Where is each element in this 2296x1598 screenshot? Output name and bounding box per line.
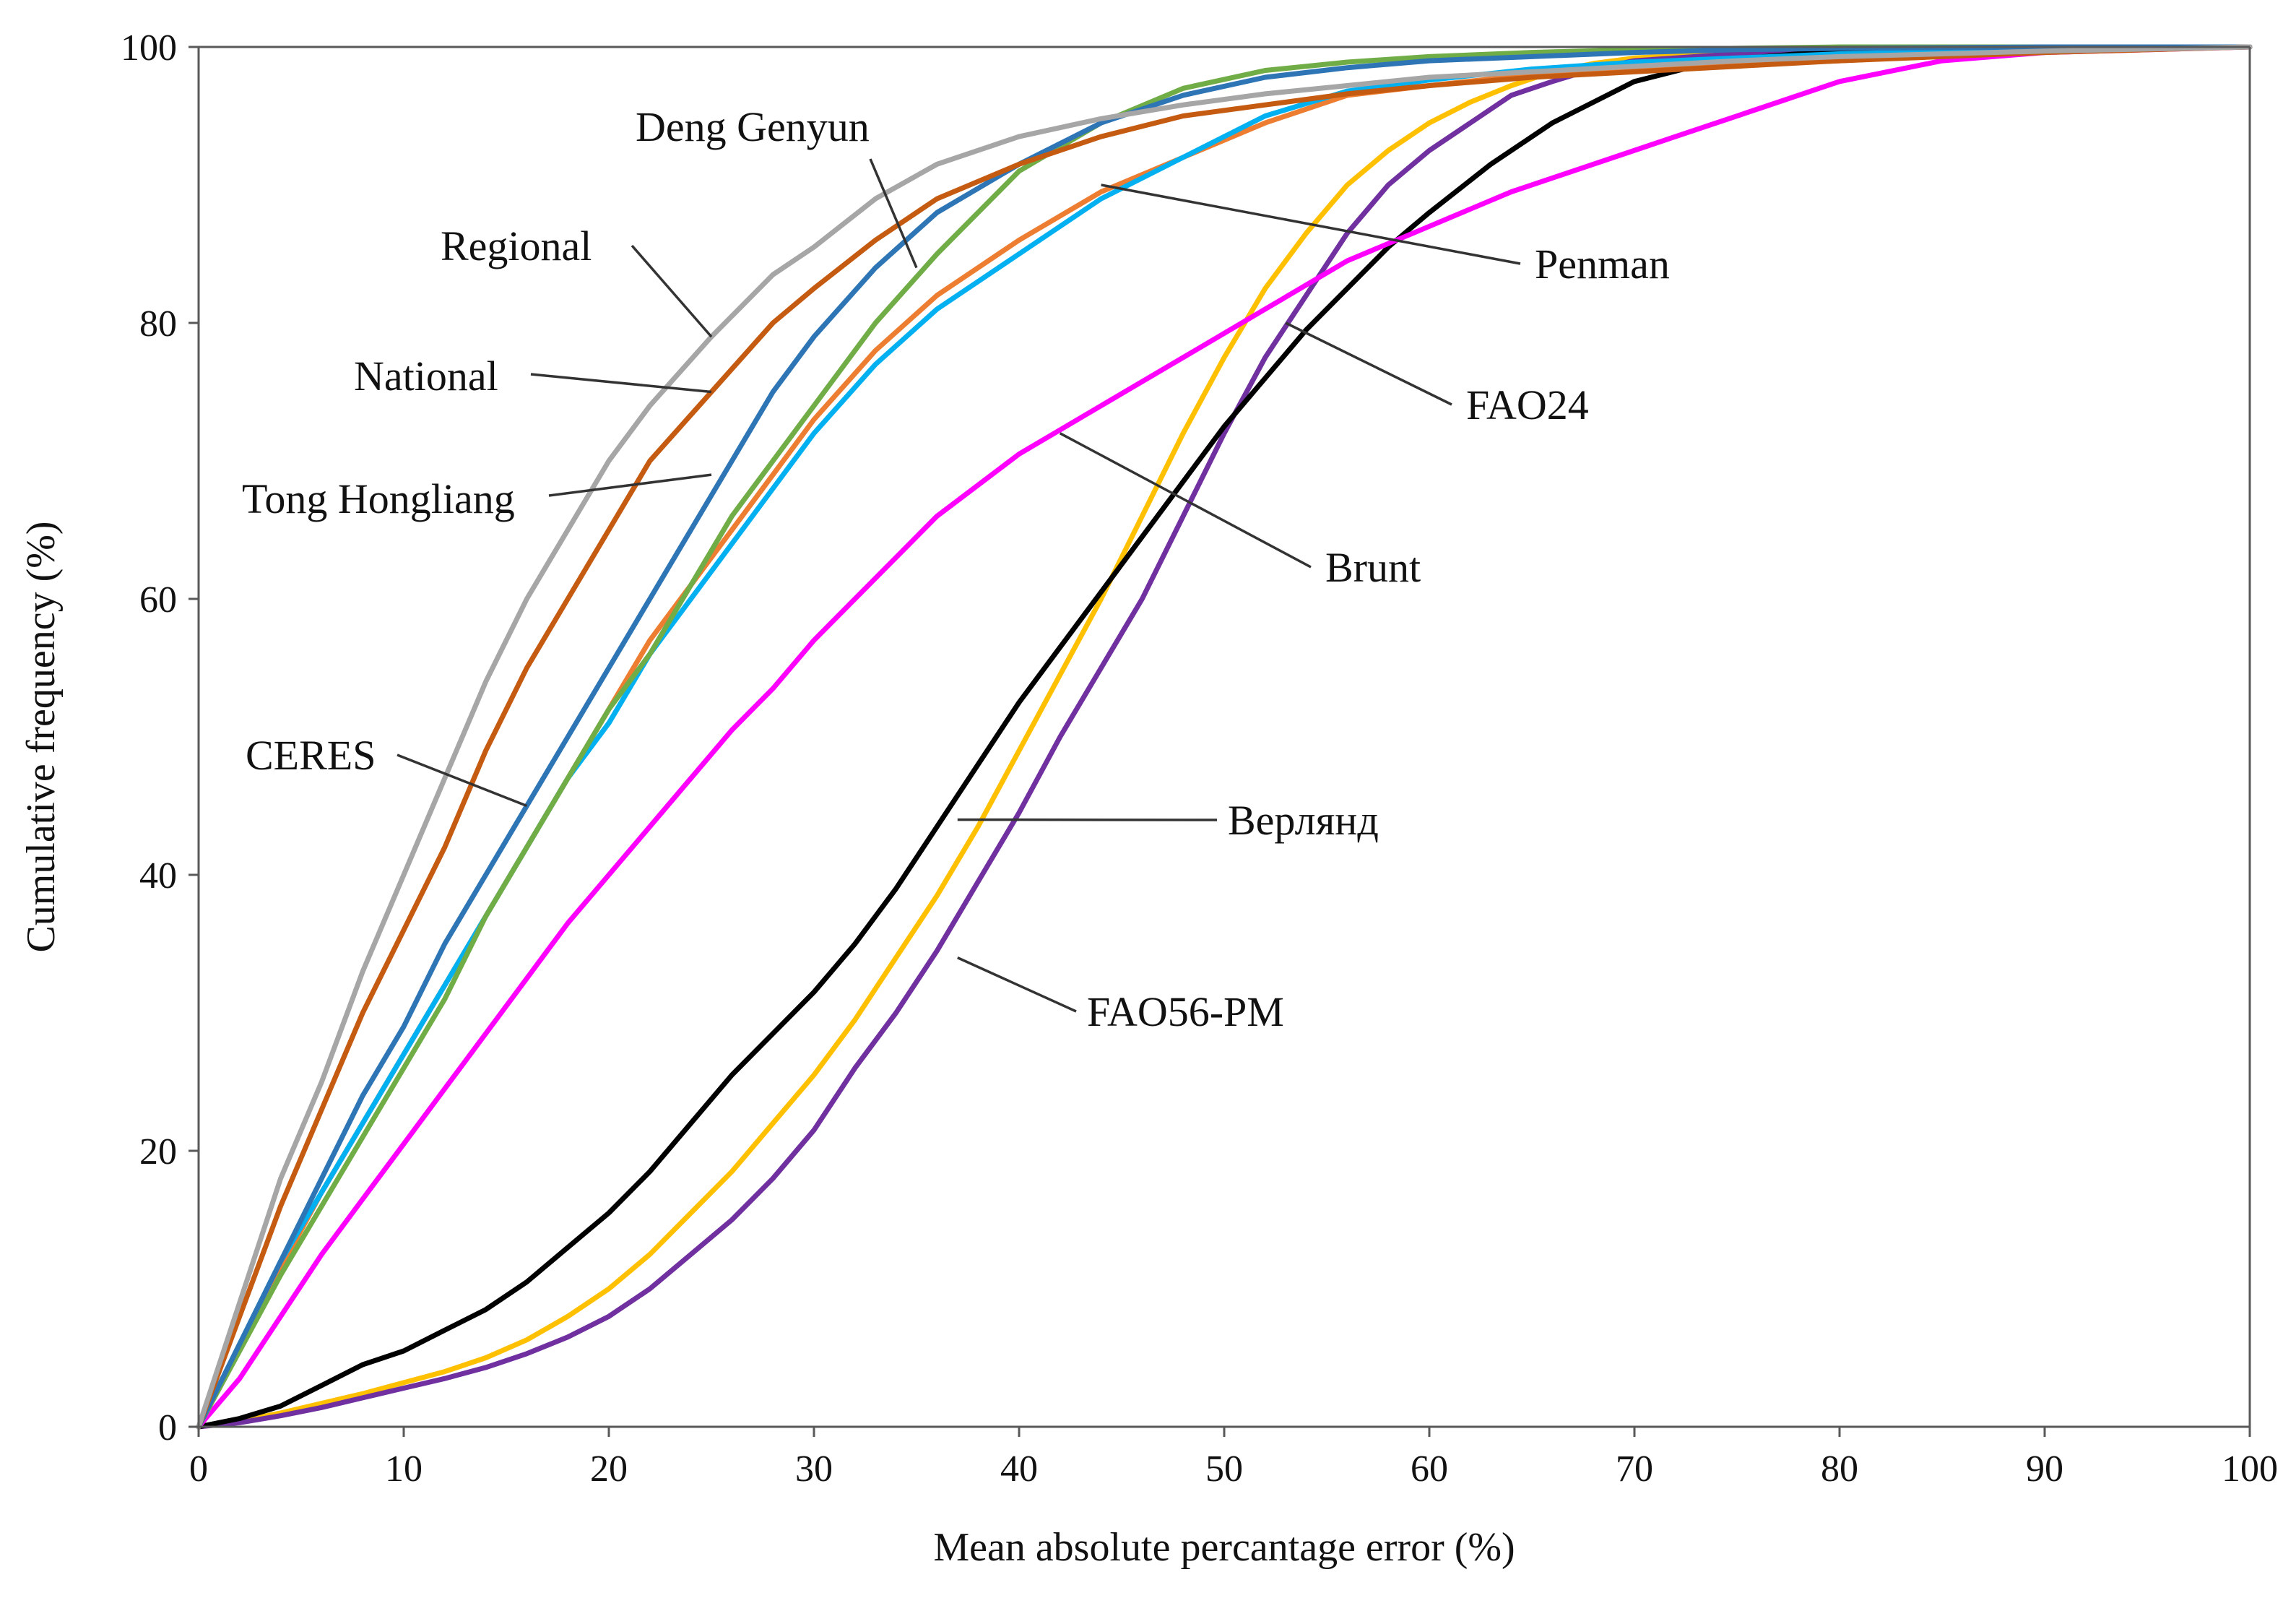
series-line-tong-hongliang [196,44,2253,1430]
annotation-penman: Penman [1535,241,1670,288]
y-tick-label: 20 [139,1131,177,1172]
y-tick-label: 60 [139,579,177,621]
plot-area [199,47,2250,1427]
x-tick-label: 40 [1000,1448,1038,1490]
y-tick-label: 100 [121,27,177,69]
series-line-верлянд [196,44,2253,1430]
leader-line-national [530,373,712,394]
x-tick-label: 50 [1205,1448,1243,1490]
x-tick-label: 90 [2026,1448,2063,1490]
leader-line-regional [631,244,713,338]
leader-line-penman [1101,183,1521,265]
x-tick-label: 80 [1821,1448,1858,1490]
x-axis-title: Mean absolute percantage error (%) [933,1525,1515,1570]
leader-line-brunt [1059,432,1312,569]
annotation-layer: Deng Genyun Regional National Tong Honglian… [242,103,1670,1035]
x-tick-label: 100 [2222,1448,2278,1490]
x-tick-label: 30 [795,1448,833,1490]
annotation-ceres: CERES [246,732,376,779]
series-line-ceres [196,44,2253,1430]
annotation-national: National [354,353,498,400]
leader-line-deng-genyun [869,158,918,269]
annotation-fao24: FAO24 [1466,381,1589,428]
series-line-deng-genyun [196,44,2253,1430]
series-line-regional [196,44,2253,1430]
series-line-fao56-pm [196,44,2253,1430]
leader-line-tong-hongliang [548,473,712,497]
ticks-layer: 0 10 20 30 40 50 60 70 80 90 100 0 20 40 60 80 100 [121,27,2278,1490]
annotation-fao56-pm: FAO56-PM [1087,988,1284,1035]
leader-line-ceres [397,753,528,808]
y-axis-title: Cumulative frequency (%) [19,521,64,952]
y-tick-label: 80 [139,303,177,345]
series-line-national [196,44,2253,1430]
y-tick-label: 40 [139,855,177,897]
leader-line-fao56-pm [957,956,1077,1013]
x-tick-label: 10 [385,1448,423,1490]
annotation-brunt: Brunt [1325,544,1421,591]
leader-line-fao24 [1285,321,1452,406]
annotation-tong-hongliang: Tong Hongliang [242,475,515,522]
x-tick-label: 60 [1411,1448,1448,1490]
x-tick-label: 20 [590,1448,628,1490]
annotation-deng-genyun: Deng Genyun [636,103,870,150]
annotation-regional: Regional [441,223,592,269]
x-tick-label: 0 [189,1448,208,1490]
series-line-brunt [196,44,2253,1430]
series-layer [196,44,2253,1430]
annotation-верлянд: Верлянд [1228,797,1379,844]
x-tick-label: 70 [1616,1448,1653,1490]
y-tick-label: 0 [158,1407,177,1448]
